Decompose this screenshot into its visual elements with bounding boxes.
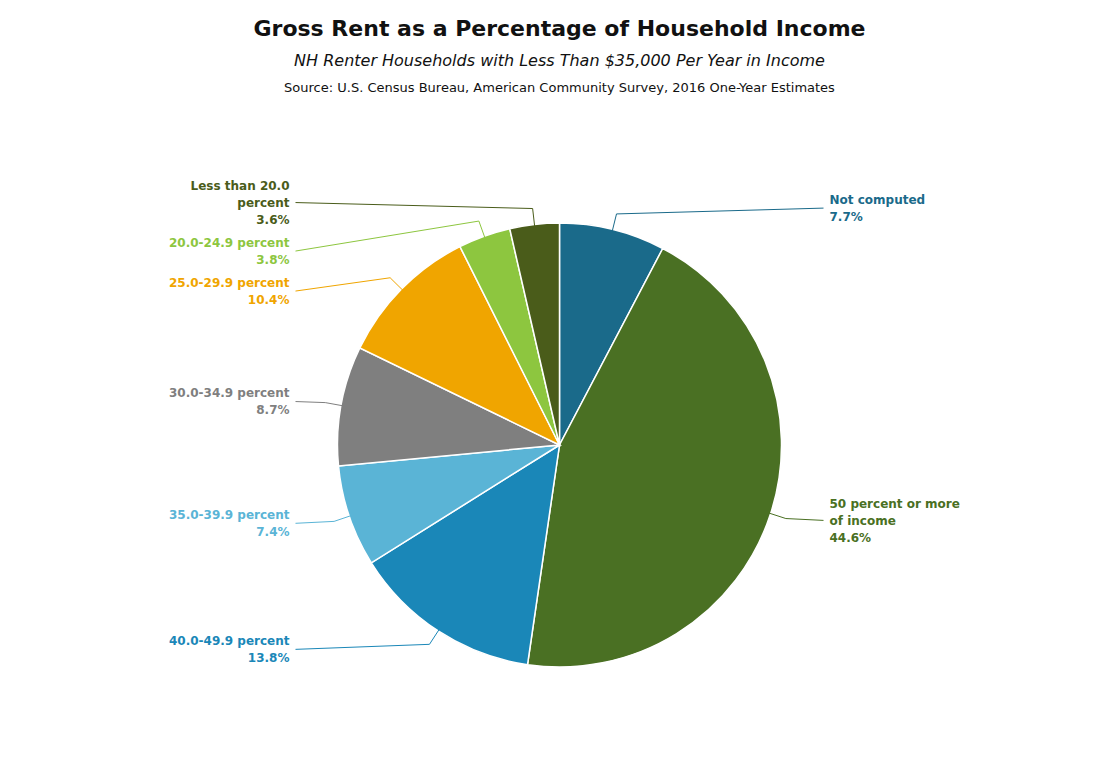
slice-label: 50 percent or more of income (830, 497, 960, 528)
leader-line (296, 629, 440, 649)
subtitle: NH Renter Households with Less Than $35,… (294, 51, 825, 70)
slice-label-line: 50 percent or more (830, 497, 960, 511)
data-label: 3.6% (256, 213, 289, 227)
leader-line (296, 203, 535, 227)
labels: Not computed 7.7% 50 percent or more of inc… (169, 179, 960, 665)
slice-label-line: 40.0-49.9 percent (169, 634, 290, 648)
data-label: 3.8% (256, 253, 289, 267)
slice-label: 40.0-49.9 percent (169, 634, 290, 648)
leader-line (296, 402, 344, 406)
slice-label: Less than 20.0 percent (191, 179, 290, 210)
data-label: 7.7% (830, 210, 863, 224)
leader-line (296, 278, 403, 291)
chart: Gross Rent as a Percentage of Household … (0, 0, 1119, 765)
slice-label-line: 25.0-29.9 percent (169, 276, 290, 290)
slice-label: Not computed (830, 193, 926, 207)
slice-label: 25.0-29.9 percent (169, 276, 290, 290)
slice (510, 223, 560, 445)
data-label: 13.8% (248, 651, 290, 665)
slice-label: 35.0-39.9 percent (169, 508, 290, 522)
slice-label-line: Less than 20.0 (191, 179, 290, 193)
title: Gross Rent as a Percentage of Household … (253, 16, 865, 41)
data-label: 10.4% (248, 293, 290, 307)
leader-line (769, 513, 824, 520)
slice-label-line: percent (237, 196, 289, 210)
data-label: 8.7% (256, 403, 289, 417)
slice-label: 30.0-34.9 percent (169, 386, 290, 400)
slice (528, 248, 782, 667)
slice-label-line: 20.0-24.9 percent (169, 236, 290, 250)
slice-label: 20.0-24.9 percent (169, 236, 290, 250)
leader-line (612, 208, 823, 231)
slice-label-line: of income (830, 514, 896, 528)
annotation: Source: U.S. Census Bureau, American Com… (284, 80, 835, 95)
data-label: 7.4% (256, 525, 289, 539)
slice-label-line: Not computed (830, 193, 926, 207)
pie: Not computed 7.7% 50 percent or more of inc… (169, 179, 960, 667)
data-label: 44.6% (830, 531, 872, 545)
leader-line (296, 516, 352, 524)
slice-label-line: 30.0-34.9 percent (169, 386, 290, 400)
slice-label-line: 35.0-39.9 percent (169, 508, 290, 522)
leader-line (296, 221, 485, 251)
